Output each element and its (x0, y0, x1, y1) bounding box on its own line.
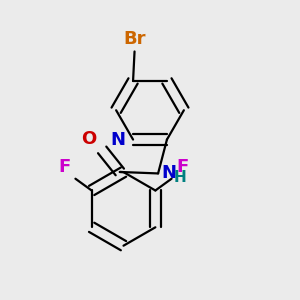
Text: O: O (82, 130, 97, 148)
Text: F: F (58, 158, 70, 176)
Text: H: H (173, 170, 186, 185)
Text: N: N (162, 164, 177, 182)
Text: Br: Br (123, 30, 146, 48)
Text: F: F (177, 158, 189, 176)
Text: N: N (111, 130, 126, 148)
